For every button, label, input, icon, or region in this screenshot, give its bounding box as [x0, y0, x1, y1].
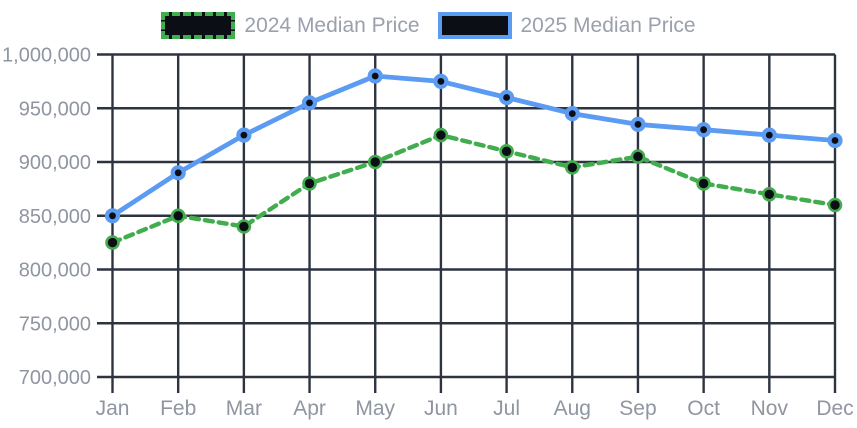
data-point-2024-jul[interactable] [499, 144, 514, 159]
x-tick-label: Jul [493, 397, 520, 420]
data-point-2025-sep[interactable] [630, 116, 646, 133]
x-tick-label: Jan [96, 397, 130, 420]
x-tick-label: Sep [619, 397, 656, 420]
x-tick-label: Mar [226, 397, 262, 420]
data-point-2025-apr[interactable] [301, 95, 318, 111]
x-tick-label: Oct [687, 397, 720, 420]
data-point-2025-jul[interactable] [499, 89, 515, 106]
data-point-2024-oct[interactable] [696, 176, 711, 191]
data-point-2025-may[interactable] [367, 68, 383, 84]
data-point-2024-apr[interactable] [302, 176, 317, 191]
data-point-2024-nov[interactable] [761, 187, 777, 202]
series-line-2024 [110, 132, 838, 245]
legend-swatch-2024-dashed [161, 12, 236, 39]
x-tick-label: Aug [554, 397, 591, 420]
x-tick-label: Apr [293, 397, 326, 420]
data-point-2024-mar[interactable] [236, 219, 252, 234]
x-tick-label: May [355, 397, 395, 420]
y-tick-label: 700,000 [19, 367, 91, 389]
data-point-2025-aug[interactable] [564, 105, 580, 122]
data-point-2024-aug[interactable] [564, 160, 580, 175]
x-tick-label: Feb [160, 397, 196, 420]
data-point-2025-oct[interactable] [695, 122, 712, 138]
y-tick-label: 950,000 [19, 98, 91, 120]
legend-swatch-2025-solid [437, 12, 512, 39]
data-point-2024-sep[interactable] [630, 149, 646, 164]
data-point-2025-dec[interactable] [827, 132, 843, 149]
data-point-2024-feb[interactable] [170, 208, 186, 224]
data-point-2025-jan[interactable] [104, 208, 121, 224]
chart-legend: 2024 Median Price 2025 Median Price [0, 12, 857, 39]
x-tick-label: Jun [424, 397, 458, 420]
x-tick-label: Nov [751, 397, 789, 420]
y-tick-label: 750,000 [19, 313, 91, 335]
data-point-2025-mar[interactable] [236, 127, 252, 143]
data-point-2024-may[interactable] [367, 154, 383, 170]
legend-item-2024[interactable]: 2024 Median Price [161, 12, 420, 39]
y-tick-label: 900,000 [19, 152, 91, 174]
data-point-2024-dec[interactable] [827, 197, 843, 213]
y-tick-label: 1,000,000 [2, 45, 91, 67]
legend-item-2025[interactable]: 2025 Median Price [437, 12, 696, 39]
y-tick-label: 850,000 [19, 206, 91, 228]
legend-label-2025: 2025 Median Price [520, 14, 696, 37]
series-line-2025 [110, 73, 838, 219]
data-point-2025-feb[interactable] [170, 165, 186, 181]
data-point-2025-nov[interactable] [761, 127, 777, 143]
legend-label-2024: 2024 Median Price [244, 14, 420, 37]
data-point-2025-jun[interactable] [433, 73, 449, 90]
data-point-2024-jan[interactable] [105, 235, 120, 250]
y-tick-label: 800,000 [19, 260, 91, 282]
data-point-2024-jun[interactable] [433, 127, 449, 143]
x-tick-label: Dec [816, 397, 853, 420]
